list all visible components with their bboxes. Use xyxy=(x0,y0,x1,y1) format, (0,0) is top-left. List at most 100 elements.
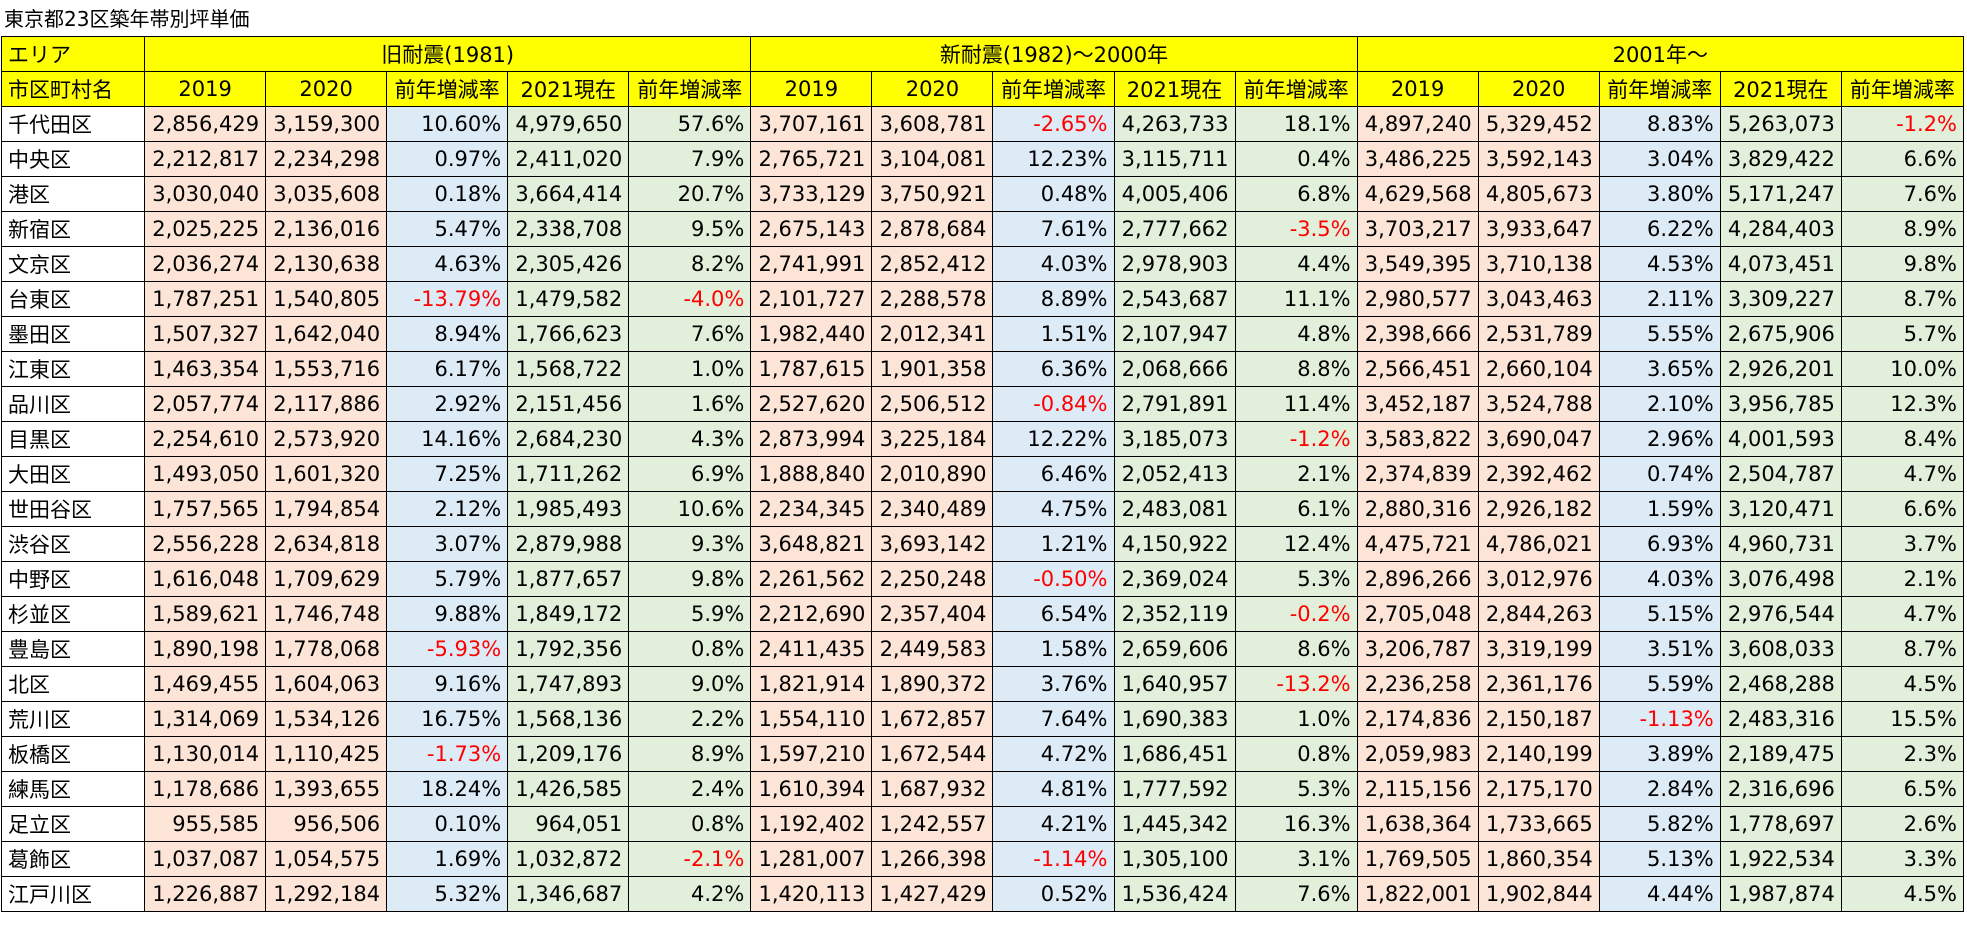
table-cell: 2.1% xyxy=(1840,561,1965,597)
table-cell: 955,585 xyxy=(144,806,267,842)
table-cell: 7.25% xyxy=(386,456,509,492)
table-cell: 2,357,404 xyxy=(871,596,994,632)
table-cell: 2,338,708 xyxy=(507,211,630,247)
table-cell: 1,777,592 xyxy=(1113,771,1236,807)
table-cell: 3,693,142 xyxy=(871,526,994,562)
ward-name-cell: 板橋区 xyxy=(0,736,146,772)
table-cell: 2,212,817 xyxy=(144,141,267,177)
table-cell: 3,524,788 xyxy=(1477,386,1600,422)
ward-name-cell: 大田区 xyxy=(0,456,146,492)
table-cell: 5.79% xyxy=(386,561,509,597)
table-cell: 2,566,451 xyxy=(1356,351,1479,387)
table-cell: 2,392,462 xyxy=(1477,456,1600,492)
table-cell: 1,226,887 xyxy=(144,876,267,912)
table-cell: -1.13% xyxy=(1598,701,1721,737)
table-cell: 1,032,872 xyxy=(507,841,630,877)
table-cell: 4,073,451 xyxy=(1719,246,1842,282)
table-cell: 3.51% xyxy=(1598,631,1721,667)
table-cell: 1,792,356 xyxy=(507,631,630,667)
table-cell: 2,234,298 xyxy=(265,141,388,177)
table-cell: -1.2% xyxy=(1840,106,1965,142)
table-cell: -0.2% xyxy=(1234,596,1358,632)
table-cell: 2,856,429 xyxy=(144,106,267,142)
ward-name-cell: 目黒区 xyxy=(0,421,146,457)
table-cell: 5.32% xyxy=(386,876,509,912)
table-cell: 1,640,957 xyxy=(1113,666,1236,702)
table-cell: 3,583,822 xyxy=(1356,421,1479,457)
table-cell: 3,750,921 xyxy=(871,176,994,212)
table-cell: 4,979,650 xyxy=(507,106,630,142)
table-cell: 1,672,857 xyxy=(871,701,994,737)
ward-name-cell: 港区 xyxy=(0,176,146,212)
table-cell: 0.8% xyxy=(1234,736,1358,772)
table-cell: 1,130,014 xyxy=(144,736,267,772)
table-cell: 1,687,932 xyxy=(871,771,994,807)
table-cell: 2,174,836 xyxy=(1356,701,1479,737)
table-cell: 6.6% xyxy=(1840,141,1965,177)
table-cell: -13.2% xyxy=(1234,666,1358,702)
table-cell: -0.50% xyxy=(992,561,1115,597)
table-cell: 3.80% xyxy=(1598,176,1721,212)
table-cell: 2.92% xyxy=(386,386,509,422)
table-cell: 8.2% xyxy=(628,246,752,282)
table-cell: 7.6% xyxy=(1234,876,1358,912)
table-cell: 2,012,341 xyxy=(871,316,994,352)
table-row: 江東区 1,463,354 1,553,716 6.17% 1,568,722 1.0% 1… xyxy=(0,351,1965,387)
table-cell: 5.47% xyxy=(386,211,509,247)
table-cell: 3,486,225 xyxy=(1356,141,1479,177)
table-cell: 2,844,263 xyxy=(1477,596,1600,632)
table-cell: 10.0% xyxy=(1840,351,1965,387)
table-cell: 2,659,606 xyxy=(1113,631,1236,667)
table-cell: 2,117,886 xyxy=(265,386,388,422)
table-cell: 2,506,512 xyxy=(871,386,994,422)
table-cell: 1,672,544 xyxy=(871,736,994,772)
table-cell: 1.69% xyxy=(386,841,509,877)
table-cell: 5.9% xyxy=(628,596,752,632)
table-cell: 2,374,839 xyxy=(1356,456,1479,492)
table-cell: 4.5% xyxy=(1840,876,1965,912)
table-cell: 11.1% xyxy=(1234,281,1358,317)
ward-name-cell: 台東区 xyxy=(0,281,146,317)
table-cell: 8.6% xyxy=(1234,631,1358,667)
table-cell: 3,733,129 xyxy=(750,176,873,212)
ward-name-cell: 文京区 xyxy=(0,246,146,282)
table-cell: 1,242,557 xyxy=(871,806,994,842)
table-cell: -1.73% xyxy=(386,736,509,772)
table-cell: 1,690,383 xyxy=(1113,701,1236,737)
column-header-row: 市区町村名 2019 2020 前年増減率 2021現在 前年増減率 2019 … xyxy=(0,71,1965,107)
table-cell: 2,504,787 xyxy=(1719,456,1842,492)
ward-name-cell: 世田谷区 xyxy=(0,491,146,527)
table-row: 中野区 1,616,048 1,709,629 5.79% 1,877,657 9.8% 2… xyxy=(0,561,1965,597)
table-cell: 1,568,136 xyxy=(507,701,630,737)
table-cell: 1,597,210 xyxy=(750,736,873,772)
table-cell: 2,059,983 xyxy=(1356,736,1479,772)
table-cell: 3,664,414 xyxy=(507,176,630,212)
table-row: 中央区 2,212,817 2,234,298 0.97% 2,411,020 7.9% 2… xyxy=(0,141,1965,177)
table-cell: 16.3% xyxy=(1234,806,1358,842)
table-cell: 1,426,585 xyxy=(507,771,630,807)
table-cell: 7.6% xyxy=(628,316,752,352)
table-cell: 6.17% xyxy=(386,351,509,387)
table-cell: 14.16% xyxy=(386,421,509,457)
ward-name-cell: 足立区 xyxy=(0,806,146,842)
table-row: 台東区 1,787,251 1,540,805 -13.79% 1,479,582 -4.… xyxy=(0,281,1965,317)
table-cell: 8.83% xyxy=(1598,106,1721,142)
table-cell: 1,493,050 xyxy=(144,456,267,492)
table-cell: 1,860,354 xyxy=(1477,841,1600,877)
col-header-yoy-rate: 前年増減率 xyxy=(992,71,1115,107)
table-cell: 4,263,733 xyxy=(1113,106,1236,142)
table-cell: 2,212,690 xyxy=(750,596,873,632)
table-cell: 2.4% xyxy=(628,771,752,807)
table-cell: 3,710,138 xyxy=(1477,246,1600,282)
table-cell: 2,852,412 xyxy=(871,246,994,282)
table-cell: 6.93% xyxy=(1598,526,1721,562)
table-cell: 4.72% xyxy=(992,736,1115,772)
table-cell: 5.3% xyxy=(1234,561,1358,597)
table-cell: 1,540,805 xyxy=(265,281,388,317)
table-cell: 2,236,258 xyxy=(1356,666,1479,702)
table-cell: 0.8% xyxy=(628,631,752,667)
table-cell: 0.74% xyxy=(1598,456,1721,492)
table-cell: 2,976,544 xyxy=(1719,596,1842,632)
table-cell: 2,189,475 xyxy=(1719,736,1842,772)
col-header-2020: 2020 xyxy=(265,71,388,107)
